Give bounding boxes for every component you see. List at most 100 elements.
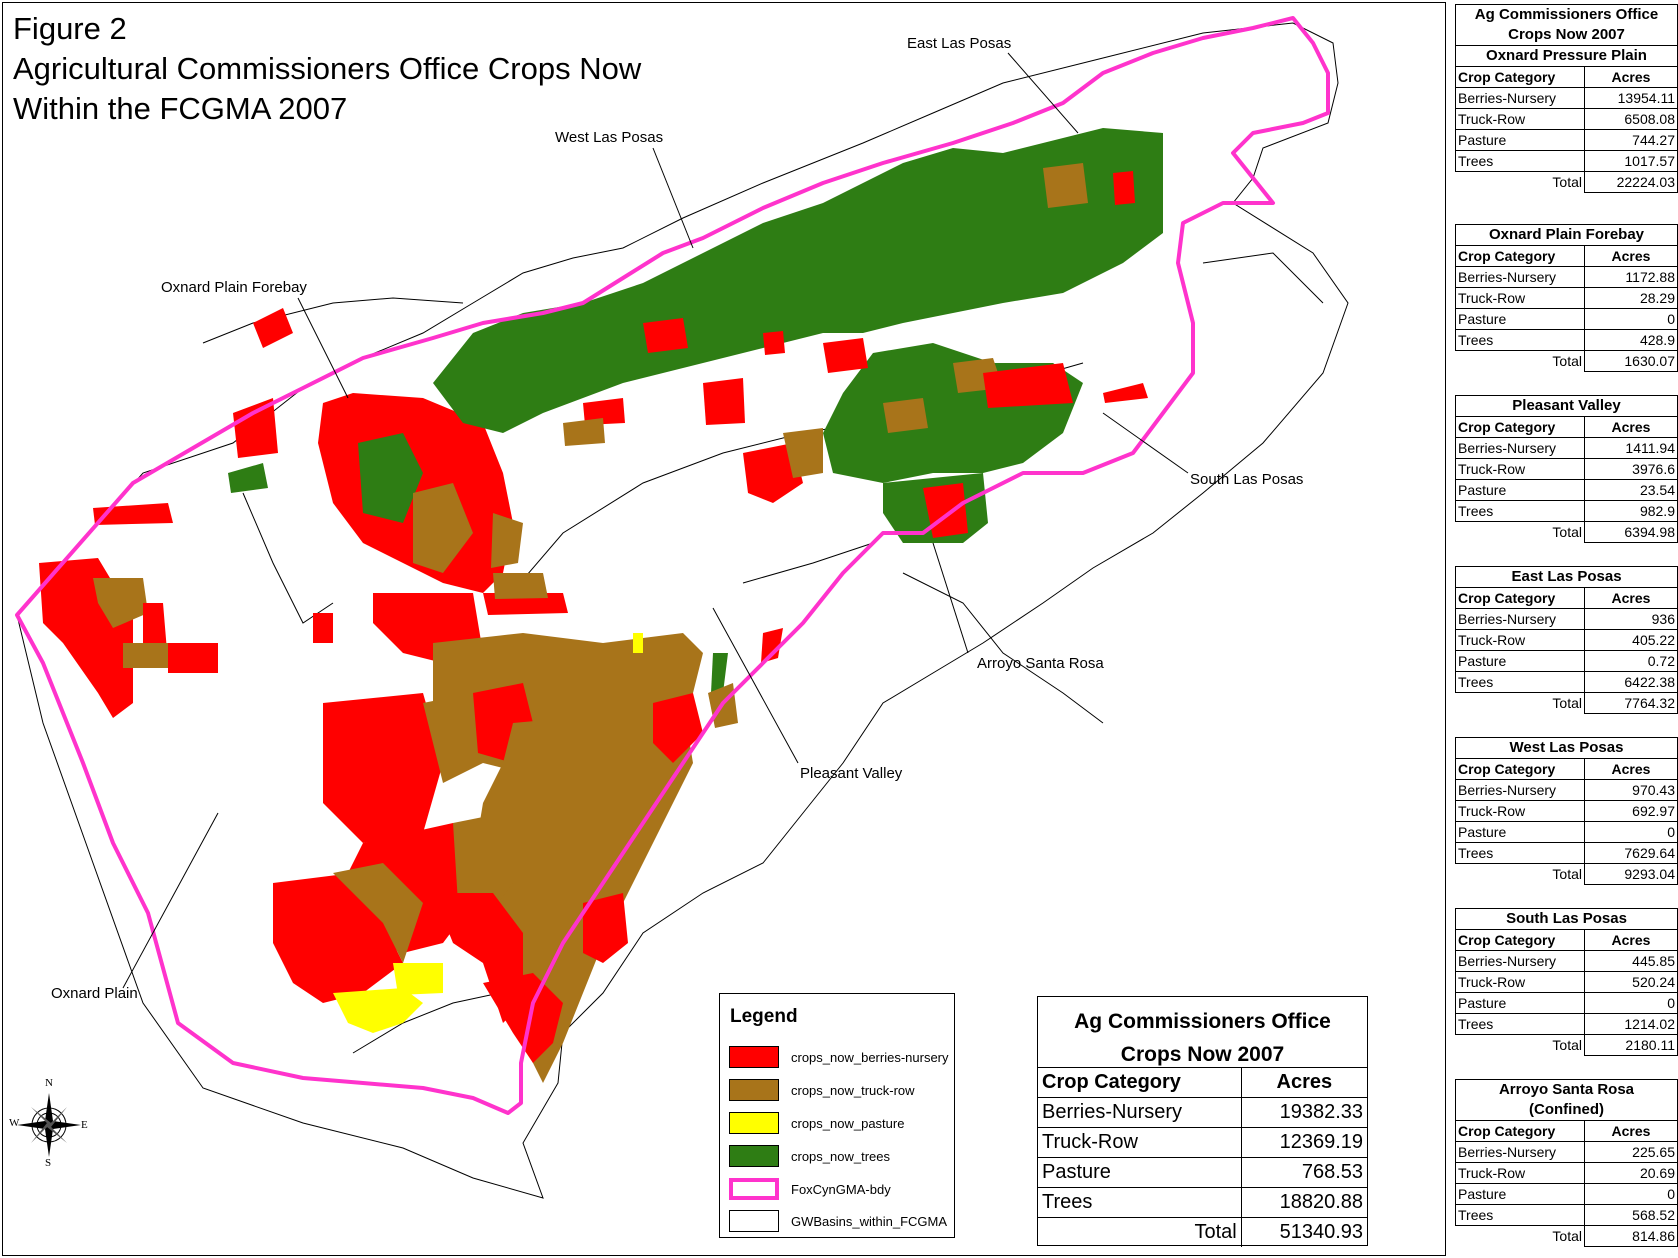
acres-cell: 0.72 xyxy=(1584,650,1678,672)
acres-cell: 936 xyxy=(1584,608,1678,630)
table-row: Berries-Nursery 225.65 xyxy=(1455,1141,1678,1163)
side-table-title: Oxnard Pressure Plain xyxy=(1455,45,1678,66)
table-row: Berries-Nursery 19382.33 xyxy=(1038,1097,1367,1128)
basin-outline xyxy=(16,22,1349,1199)
total-value: 22224.03 xyxy=(1584,171,1678,193)
legend-title: Legend xyxy=(730,1006,798,1027)
side-table-grid: Crop Category Acres Berries-Nursery 1411.9… xyxy=(1455,416,1678,543)
legend-swatch xyxy=(729,1046,779,1068)
acres-cell: 0 xyxy=(1584,992,1678,1014)
summary-title-line-1: Ag Commissioners Office xyxy=(1074,1010,1331,1033)
table-header-row: Crop Category Acres xyxy=(1038,1067,1367,1098)
label-arroyo-santa-rosa: Arroyo Santa Rosa xyxy=(977,655,1104,672)
side-table-title: West Las Posas xyxy=(1455,737,1678,758)
table-header-row: Crop Category Acres xyxy=(1455,416,1678,438)
table-header-row: Crop Category Acres xyxy=(1455,929,1678,951)
side-table-grid: Crop Category Acres Berries-Nursery 445.85… xyxy=(1455,929,1678,1056)
category-cell: Truck-Row xyxy=(1455,1162,1585,1184)
category-cell: Truck-Row xyxy=(1455,800,1585,822)
total-value: 9293.04 xyxy=(1584,863,1678,885)
header-cell: Acres xyxy=(1584,1120,1678,1142)
compass-rose: N S W E xyxy=(9,1077,88,1169)
acres-cell: 12369.19 xyxy=(1240,1127,1367,1158)
acres-cell: 428.9 xyxy=(1584,329,1678,351)
category-cell: Berries-Nursery xyxy=(1455,779,1585,801)
table-row: Pasture 0.72 xyxy=(1455,650,1678,672)
category-cell: Pasture xyxy=(1455,650,1585,672)
category-cell: Trees xyxy=(1455,329,1585,351)
legend-swatch xyxy=(729,1112,779,1134)
table-row: Berries-Nursery 13954.11 xyxy=(1455,87,1678,109)
compass-n: N xyxy=(45,1077,53,1089)
legend-label: FoxCynGMA-bdy xyxy=(791,1182,891,1197)
table-row: Truck-Row 12369.19 xyxy=(1038,1127,1367,1158)
map-frame: Figure 2 Agricultural Commissioners Offi… xyxy=(2,2,1446,1256)
side-title-line-1: Arroyo Santa Rosa xyxy=(1498,1081,1635,1098)
acres-cell: 3976.6 xyxy=(1584,458,1678,480)
table-row: Truck-Row 692.97 xyxy=(1455,800,1678,822)
label-oxnard-plain: Oxnard Plain xyxy=(51,985,138,1002)
table-header-row: Crop Category Acres xyxy=(1455,245,1678,267)
table-total-row: Total 814.86 xyxy=(1455,1225,1678,1247)
table-header-row: Crop Category Acres xyxy=(1455,587,1678,609)
header-cell: Crop Category xyxy=(1038,1067,1242,1098)
category-cell: Truck-Row xyxy=(1038,1127,1242,1158)
compass-w: W xyxy=(9,1117,20,1129)
acres-cell: 982.9 xyxy=(1584,500,1678,522)
total-value: 2180.11 xyxy=(1584,1034,1678,1056)
side-table-title: Arroyo Santa Rosa (Confined) xyxy=(1455,1079,1678,1120)
category-cell: Trees xyxy=(1455,1013,1585,1035)
table-row: Trees 1214.02 xyxy=(1455,1013,1678,1035)
header-cell: Acres xyxy=(1584,758,1678,780)
acres-cell: 445.85 xyxy=(1584,950,1678,972)
category-cell: Pasture xyxy=(1455,992,1585,1014)
table-row: Pasture 0 xyxy=(1455,992,1678,1014)
legend-label: GWBasins_within_FCGMA xyxy=(791,1214,948,1229)
map-legend: Legend crops_now_berries-nursery crops_n… xyxy=(719,993,955,1238)
table-row: Trees 982.9 xyxy=(1455,500,1678,522)
compass-e: E xyxy=(81,1119,88,1131)
table-total-row: Total 7764.32 xyxy=(1455,692,1678,714)
table-row: Trees 6422.38 xyxy=(1455,671,1678,693)
crop-parcels xyxy=(39,128,1163,1083)
total-label: Total xyxy=(1455,1034,1585,1056)
side-table-oxnard-pressure-plain: Ag Commissioners Office Crops Now 2007 O… xyxy=(1455,4,1678,193)
category-cell: Berries-Nursery xyxy=(1455,1141,1585,1163)
category-cell: Truck-Row xyxy=(1455,458,1585,480)
category-cell: Truck-Row xyxy=(1455,287,1585,309)
legend-swatch xyxy=(729,1178,779,1200)
acres-cell: 1017.57 xyxy=(1584,150,1678,172)
table-row: Truck-Row 6508.08 xyxy=(1455,108,1678,130)
category-cell: Pasture xyxy=(1038,1157,1242,1188)
header-cell: Acres xyxy=(1584,416,1678,438)
table-row: Pasture 0 xyxy=(1455,1183,1678,1205)
table-total-row: Total 51340.93 xyxy=(1038,1217,1367,1247)
category-cell: Trees xyxy=(1455,500,1585,522)
table-total-row: Total 6394.98 xyxy=(1455,521,1678,543)
acres-cell: 970.43 xyxy=(1584,779,1678,801)
acres-cell: 6508.08 xyxy=(1584,108,1678,130)
header-cell: Acres xyxy=(1584,66,1678,88)
legend-label: crops_now_trees xyxy=(791,1149,890,1164)
table-row: Truck-Row 520.24 xyxy=(1455,971,1678,993)
legend-label: crops_now_berries-nursery xyxy=(791,1050,949,1065)
figure-title-line-3: Within the FCGMA 2007 xyxy=(13,91,348,126)
acres-cell: 18820.88 xyxy=(1240,1187,1367,1218)
side-table-title: East Las Posas xyxy=(1455,566,1678,587)
header-cell: Crop Category xyxy=(1455,1120,1585,1142)
total-value: 814.86 xyxy=(1584,1225,1678,1247)
table-row: Berries-Nursery 936 xyxy=(1455,608,1678,630)
side-table-pleasant-valley: Pleasant Valley Crop Category Acres Berri… xyxy=(1455,395,1678,543)
header-cell: Crop Category xyxy=(1455,66,1585,88)
table-header-row: Crop Category Acres xyxy=(1455,66,1678,88)
table-total-row: Total 1630.07 xyxy=(1455,350,1678,372)
header-cell: Acres xyxy=(1584,929,1678,951)
acres-cell: 692.97 xyxy=(1584,800,1678,822)
table-row: Trees 7629.64 xyxy=(1455,842,1678,864)
figure-title-line-1: Figure 2 xyxy=(13,11,127,46)
label-east-las-posas: East Las Posas xyxy=(907,35,1012,52)
side-table-oxnard-plain-forebay: Oxnard Plain Forebay Crop Category Acres … xyxy=(1455,224,1678,372)
label-pleasant-valley: Pleasant Valley xyxy=(800,765,903,782)
figure-title-line-2: Agricultural Commissioners Office Crops … xyxy=(13,51,642,86)
acres-cell: 19382.33 xyxy=(1240,1097,1367,1128)
